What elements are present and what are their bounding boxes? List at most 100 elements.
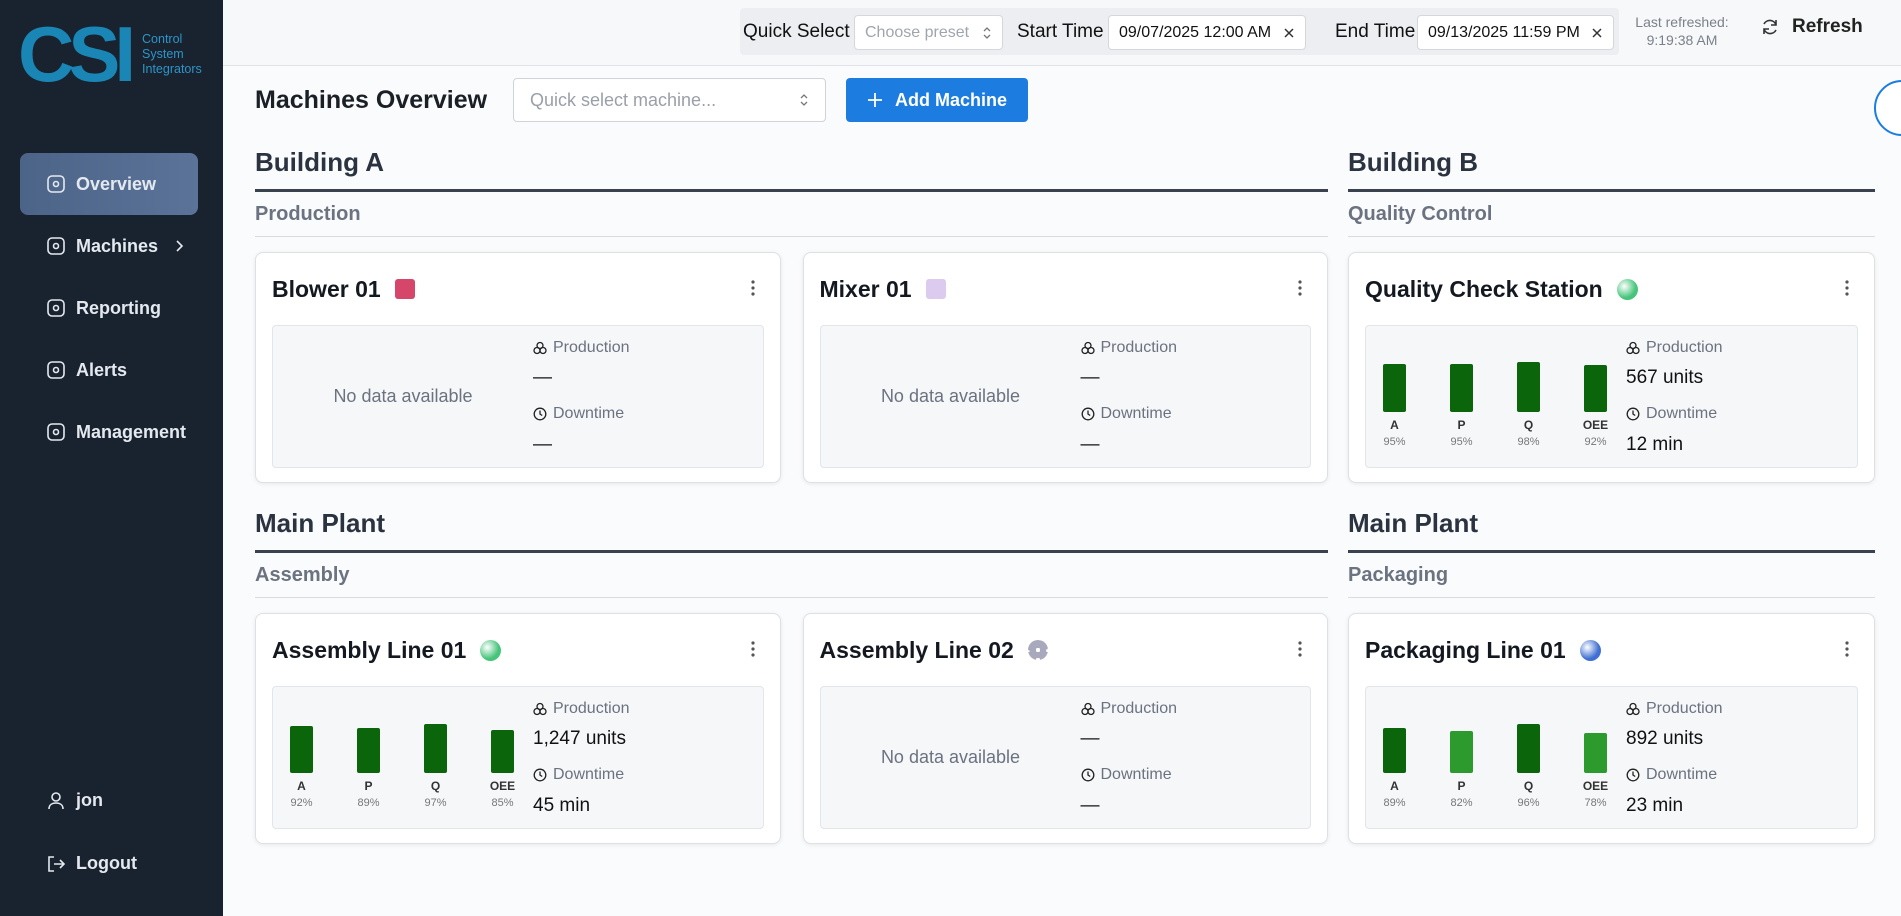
notification-button[interactable]: [1874, 80, 1901, 136]
logo-text: Control System Integrators: [142, 32, 202, 77]
nav-item[interactable]: Management: [20, 401, 198, 463]
metric-label: P: [1457, 418, 1466, 432]
clock-icon: [533, 768, 547, 782]
logo-line: Control: [142, 31, 183, 46]
machine-name: Mixer 01: [819, 275, 912, 302]
metric-column: Q 98%: [1500, 326, 1557, 450]
metric-column: OEE 85%: [474, 687, 531, 811]
production-label: Production: [533, 699, 630, 719]
select-chevrons: [800, 94, 808, 106]
clock-icon: [1626, 407, 1640, 421]
metric-value: 92%: [1584, 436, 1607, 448]
card-header: Packaging Line 01: [1349, 614, 1874, 686]
clock-icon: [1081, 407, 1094, 421]
card-menu[interactable]: [1844, 640, 1850, 663]
logo[interactable]: CSI Control System Integrators: [18, 15, 202, 93]
kpi-column: Production 567 units Downtime 12 min: [1626, 326, 1723, 467]
area-heading: Assembly: [255, 563, 1328, 598]
plus-icon: [867, 93, 882, 107]
card-grid: Assembly Line 01 A 92% P 89% Q 97% OEE 85% Produc…: [255, 613, 1328, 844]
bar-area: [424, 687, 447, 773]
production-label-text: Production: [1646, 339, 1723, 356]
refresh-label: Refresh: [1792, 16, 1863, 37]
bar-area: [1450, 687, 1473, 773]
card-grid: Packaging Line 01 A 89% P 82% Q 96% OEE 78% Produ…: [1348, 613, 1875, 844]
metric-label: A: [297, 779, 306, 793]
kebab-icon: [1298, 641, 1302, 657]
nav-item[interactable]: Machines: [20, 215, 198, 277]
metric-bar: [1517, 362, 1540, 412]
kebab-icon: [1845, 641, 1849, 657]
clear-icon[interactable]: [1283, 27, 1295, 39]
card-menu[interactable]: [1844, 279, 1850, 302]
quick-select-box[interactable]: Choose preset: [854, 15, 1003, 50]
bar-area: [1383, 326, 1406, 412]
end-time-input[interactable]: 09/13/2025 11:59 PM: [1417, 15, 1614, 50]
metrics-panel: No data available Production — Downtime —: [819, 686, 1311, 829]
machine-card[interactable]: Assembly Line 02 No data available Product…: [802, 613, 1328, 844]
refresh-button[interactable]: Refresh: [1760, 16, 1863, 38]
metric-column: P 82%: [1433, 687, 1490, 811]
card-menu[interactable]: [750, 640, 756, 663]
machine-card[interactable]: Packaging Line 01 A 89% P 82% Q 96% OEE 78% Produ…: [1348, 613, 1875, 844]
nav-item[interactable]: Overview: [20, 153, 198, 215]
machine-card[interactable]: Blower 01 No data available Production — Dow…: [255, 252, 781, 483]
user-item[interactable]: jon: [46, 790, 103, 811]
metric-column: OEE 92%: [1567, 326, 1624, 450]
card-menu[interactable]: [1297, 279, 1303, 302]
production-icon-wrap: [1080, 341, 1095, 355]
logo-line: Integrators: [142, 61, 202, 76]
downtime-value: —: [1080, 795, 1100, 816]
metrics-panel: A 92% P 89% Q 97% OEE 85% Production 1,247 units D…: [272, 686, 764, 829]
nav-item[interactable]: Alerts: [20, 339, 198, 401]
nav-icon-graphic: [47, 361, 65, 379]
nav-icon-graphic: [47, 237, 65, 255]
metric-label: P: [364, 779, 373, 793]
time-filter-panel: Quick Select Choose preset Start Time 09…: [740, 8, 1619, 55]
area-heading: Packaging: [1348, 563, 1875, 598]
production-icon: [1080, 702, 1095, 716]
logout-item[interactable]: Logout: [46, 853, 137, 874]
downtime-label-text: Downtime: [1100, 405, 1172, 422]
machine-card[interactable]: Assembly Line 01 A 92% P 89% Q 97% OEE 85% Produc…: [255, 613, 781, 844]
user-icon: [48, 791, 64, 809]
card-menu[interactable]: [750, 279, 756, 302]
card-header: Mixer 01: [804, 253, 1328, 325]
card-header: Quality Check Station: [1349, 253, 1874, 325]
downtime-label: Downtime: [1626, 765, 1723, 785]
production-label: Production: [1626, 338, 1723, 358]
last-refreshed: Last refreshed: 9:19:38 AM: [1629, 13, 1735, 49]
card-menu[interactable]: [1297, 640, 1303, 663]
production-label: Production: [1080, 338, 1177, 358]
kpi-column: Production 892 units Downtime 23 min: [1626, 687, 1723, 828]
clear-icon[interactable]: [1591, 27, 1603, 39]
sections-grid: Building A Production Blower 01 No data ava…: [255, 143, 1875, 844]
metric-column: OEE 78%: [1567, 687, 1624, 811]
production-label: Production: [533, 338, 630, 358]
status-icon: [925, 279, 946, 299]
production-icon: [533, 341, 547, 355]
start-time-input[interactable]: 09/07/2025 12:00 AM: [1108, 15, 1306, 50]
oee-chart: A 95% P 95% Q 98% OEE 92%: [1366, 326, 1626, 467]
area-heading: Quality Control: [1348, 202, 1875, 237]
metric-label: OEE: [1582, 779, 1609, 793]
downtime-icon-wrap: [1626, 407, 1640, 421]
metric-value: 96%: [1517, 797, 1540, 809]
machine-search-placeholder: Quick select machine...: [530, 89, 717, 110]
refresh-icon: [1763, 19, 1777, 35]
bar-area: [1584, 687, 1607, 773]
production-icon: [533, 702, 547, 716]
add-machine-button[interactable]: Add Machine: [846, 78, 1028, 122]
metric-label: Q: [1523, 779, 1534, 793]
nav-item[interactable]: Reporting: [20, 277, 198, 339]
machine-card[interactable]: Quality Check Station A 95% P 95% Q 98% OEE 92% P…: [1348, 252, 1875, 483]
quick-select-placeholder: Choose preset: [865, 23, 970, 41]
machine-card[interactable]: Mixer 01 No data available Production — Down…: [802, 252, 1328, 483]
machine-search[interactable]: Quick select machine...: [513, 78, 826, 122]
status-icon: [480, 639, 502, 661]
kebab-icon: [1298, 280, 1302, 296]
bar-area: [1383, 687, 1406, 773]
metric-value: 92%: [290, 797, 313, 809]
metric-value: 95%: [1450, 436, 1473, 448]
downtime-icon-wrap: [533, 407, 547, 421]
